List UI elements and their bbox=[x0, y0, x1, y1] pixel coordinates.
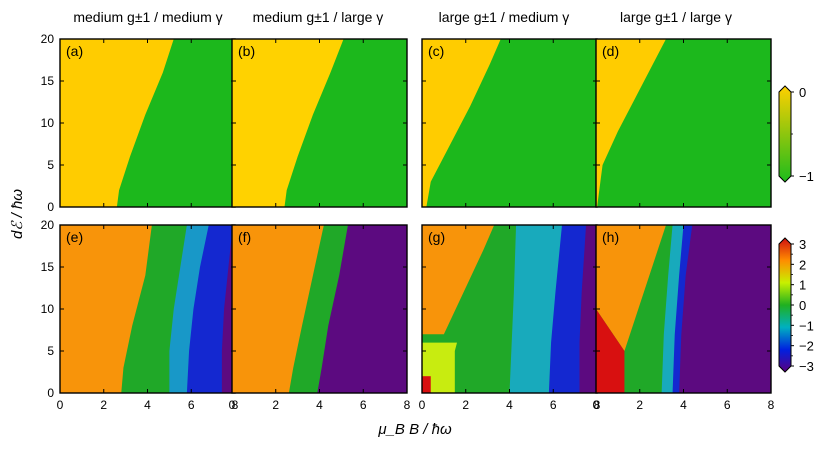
panel-label: (b) bbox=[238, 43, 255, 59]
y-tick-label: 15 bbox=[41, 260, 55, 274]
column-title-1: medium g±1 / medium γ bbox=[73, 9, 222, 25]
column-title-3: large g±1 / medium γ bbox=[439, 9, 570, 25]
x-tick-label: 0 bbox=[229, 398, 236, 412]
region bbox=[422, 376, 431, 393]
colorbar-top-tick-label: 0 bbox=[799, 85, 806, 100]
x-tick-label: 4 bbox=[316, 398, 323, 412]
panel-label: (a) bbox=[66, 43, 83, 59]
column-title-2: medium g±1 / large γ bbox=[253, 9, 384, 25]
x-tick-label: 2 bbox=[462, 398, 469, 412]
panel-f: (f) 0 2 4 6 8 bbox=[229, 224, 411, 412]
colorbar-bottom-tick-label: 0 bbox=[799, 298, 806, 313]
x-tick-label: 4 bbox=[506, 398, 513, 412]
region bbox=[422, 225, 495, 335]
x-tick-label: 6 bbox=[360, 398, 367, 412]
x-tick-label: 6 bbox=[188, 398, 195, 412]
y-tick-label: 0 bbox=[47, 200, 54, 214]
region bbox=[596, 309, 625, 393]
y-tick-label: 20 bbox=[41, 218, 55, 232]
colorbar-bottom-tick-label: −2 bbox=[799, 339, 814, 354]
x-tick-label: 8 bbox=[594, 398, 601, 412]
region bbox=[596, 39, 666, 207]
x-tick-label: 8 bbox=[768, 398, 775, 412]
colorbar-bottom-tick-label: 2 bbox=[799, 257, 806, 272]
region bbox=[596, 225, 666, 351]
panel-label: (e) bbox=[66, 229, 83, 245]
panel-d: (d) bbox=[595, 38, 772, 208]
x-tick-label: 2 bbox=[636, 398, 643, 412]
region bbox=[60, 225, 152, 393]
colorbar-bottom-tick-label: 3 bbox=[799, 237, 806, 252]
y-tick-label: 15 bbox=[41, 74, 55, 88]
colorbar-top: 0 −1 bbox=[778, 85, 814, 184]
x-tick-label: 8 bbox=[404, 398, 411, 412]
x-tick-label: 0 bbox=[57, 398, 64, 412]
y-tick-label: 10 bbox=[41, 302, 55, 316]
panel-label: (c) bbox=[428, 43, 444, 59]
y-tick-label: 0 bbox=[47, 386, 54, 400]
x-tick-label: 0 bbox=[593, 398, 600, 412]
colorbar-bottom-tick-label: 1 bbox=[799, 278, 806, 293]
panel-h: (h) 0 2 4 6 8 bbox=[593, 224, 775, 412]
colorbar-bottom-bar bbox=[778, 237, 792, 373]
panel-label: (h) bbox=[602, 229, 619, 245]
region bbox=[232, 39, 344, 207]
x-tick-label: 4 bbox=[680, 398, 687, 412]
x-tick-label: 6 bbox=[550, 398, 557, 412]
panel-label: (f) bbox=[238, 229, 251, 245]
region bbox=[422, 39, 501, 207]
x-tick-label: 8 bbox=[232, 398, 239, 412]
x-axis-label: μ_B B / ħω bbox=[377, 421, 452, 438]
panel-a: (a) 0 5 10 15 20 bbox=[41, 32, 236, 214]
panel-b: (b) bbox=[231, 38, 408, 208]
y-tick-label: 10 bbox=[41, 116, 55, 130]
colorbar-bottom-tick-label: −1 bbox=[799, 318, 814, 333]
colorbar-top-tick-label: −1 bbox=[799, 169, 814, 184]
panel-c: (c) bbox=[421, 38, 598, 208]
x-tick-label: 2 bbox=[272, 398, 279, 412]
panel-label: (g) bbox=[428, 229, 445, 245]
y-axis-label: dℰ / ħω bbox=[9, 189, 26, 239]
x-tick-label: 0 bbox=[419, 398, 426, 412]
region bbox=[232, 225, 324, 393]
x-tick-label: 2 bbox=[100, 398, 107, 412]
panel-label: (d) bbox=[602, 43, 619, 59]
column-title-4: large g±1 / large γ bbox=[620, 9, 732, 25]
colorbar-bottom: 3 2 1 0 −1 −2 −3 bbox=[778, 237, 814, 374]
colorbar-bottom-tick-label: −3 bbox=[799, 359, 814, 374]
x-tick-label: 4 bbox=[144, 398, 151, 412]
y-tick-label: 5 bbox=[47, 344, 54, 358]
y-tick-label: 5 bbox=[47, 158, 54, 172]
y-tick-label: 20 bbox=[41, 32, 55, 46]
x-tick-label: 6 bbox=[724, 398, 731, 412]
region bbox=[60, 39, 174, 207]
colorbar-top-bar bbox=[778, 85, 792, 183]
panel-g: (g) 0 2 4 6 8 bbox=[419, 224, 601, 412]
